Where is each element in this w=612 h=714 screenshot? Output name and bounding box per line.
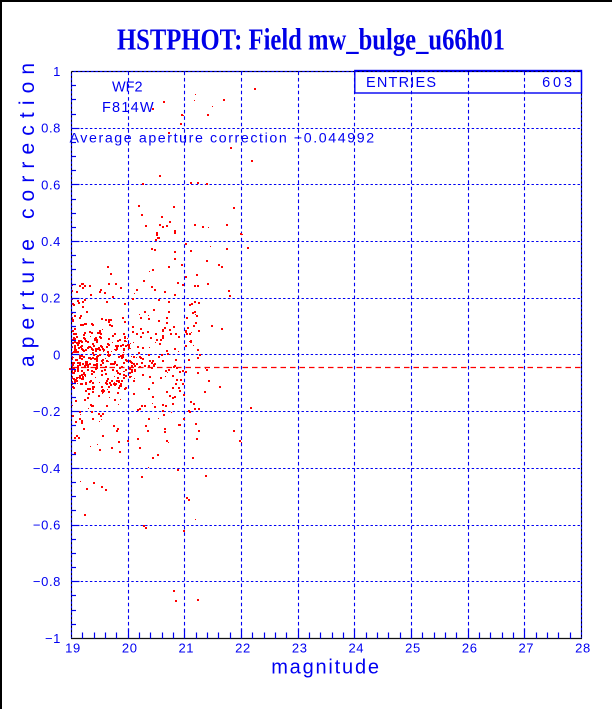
- svg-text:603: 603: [542, 75, 575, 91]
- svg-text:aperture correction: aperture correction: [16, 56, 39, 367]
- svg-text:0.4: 0.4: [41, 234, 61, 249]
- svg-text:magnitude: magnitude: [271, 657, 381, 679]
- svg-text:20: 20: [122, 641, 138, 656]
- svg-text:0.8: 0.8: [41, 121, 61, 136]
- svg-text:Average aperture correction −0: Average aperture correction −0.044992: [70, 130, 376, 146]
- svg-text:24: 24: [348, 641, 364, 656]
- svg-text:−0.4: −0.4: [33, 461, 61, 476]
- svg-text:ENTRIES: ENTRIES: [366, 75, 437, 91]
- svg-text:25: 25: [405, 641, 421, 656]
- svg-text:0.6: 0.6: [41, 177, 61, 192]
- svg-text:−0.6: −0.6: [33, 518, 61, 533]
- svg-text:27: 27: [518, 641, 534, 656]
- svg-text:−0.8: −0.8: [33, 574, 61, 589]
- svg-text:26: 26: [462, 641, 478, 656]
- svg-text:HSTPHOT: Field mw_bulge_u66h01: HSTPHOT: Field mw_bulge_u66h01: [117, 22, 505, 57]
- svg-text:23: 23: [292, 641, 308, 656]
- svg-text:22: 22: [235, 641, 251, 656]
- svg-text:0.2: 0.2: [41, 291, 61, 306]
- svg-text:0: 0: [53, 347, 61, 362]
- svg-text:F814W: F814W: [102, 100, 155, 116]
- svg-text:21: 21: [178, 641, 194, 656]
- svg-text:−0.2: −0.2: [33, 404, 61, 419]
- svg-text:19: 19: [65, 641, 81, 656]
- svg-text:1: 1: [53, 64, 61, 79]
- svg-text:28: 28: [575, 641, 591, 656]
- svg-text:−1: −1: [45, 631, 61, 646]
- svg-text:WF2: WF2: [112, 79, 143, 95]
